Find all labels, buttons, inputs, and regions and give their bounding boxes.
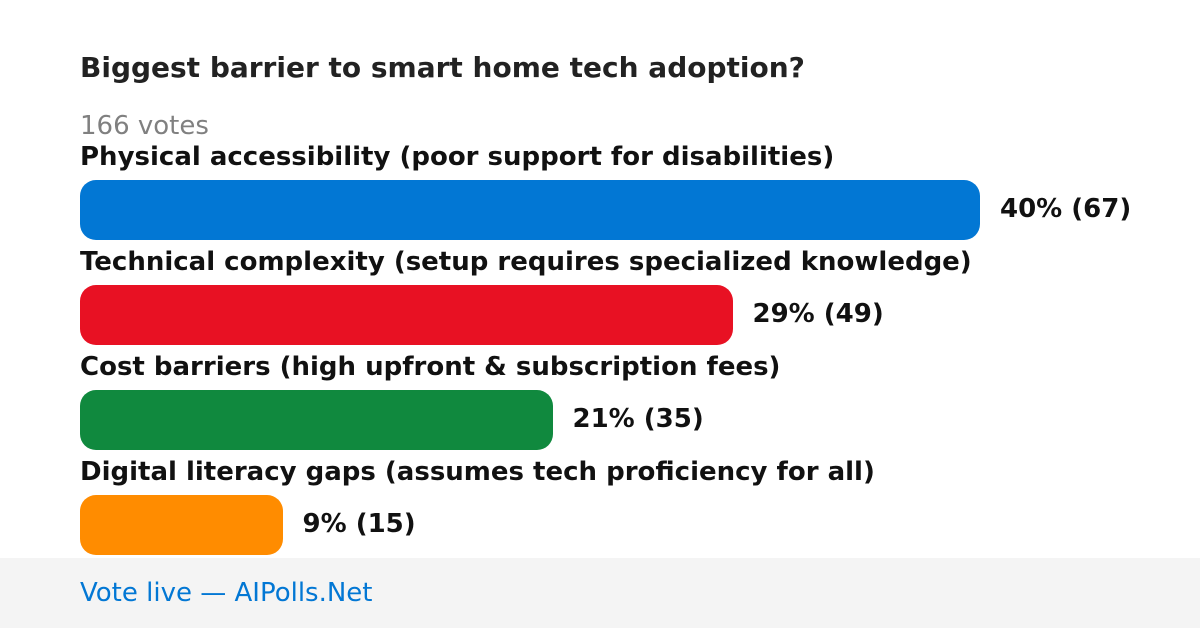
option-label: Digital literacy gaps (assumes tech prof… [80,457,875,487]
option-label: Cost barriers (high upfront & subscripti… [80,352,781,382]
option-label: Physical accessibility (poor support for… [80,142,835,172]
option-value-label: 40% (67) [1000,194,1132,224]
option-bar [80,495,283,555]
vote-count: 166 votes [80,111,209,141]
option-value-label: 21% (35) [572,404,704,434]
footer: Vote live — AIPolls.Net [0,558,1200,628]
option-label: Technical complexity (setup requires spe… [80,247,972,277]
option-value-label: 29% (49) [752,299,884,329]
option-bar [80,180,980,240]
option-value-label: 9% (15) [302,509,416,539]
option-bar [80,390,553,450]
option-bar [80,285,733,345]
poll-title: Biggest barrier to smart home tech adopt… [80,51,805,84]
vote-live-link[interactable]: Vote live — AIPolls.Net [80,578,373,608]
